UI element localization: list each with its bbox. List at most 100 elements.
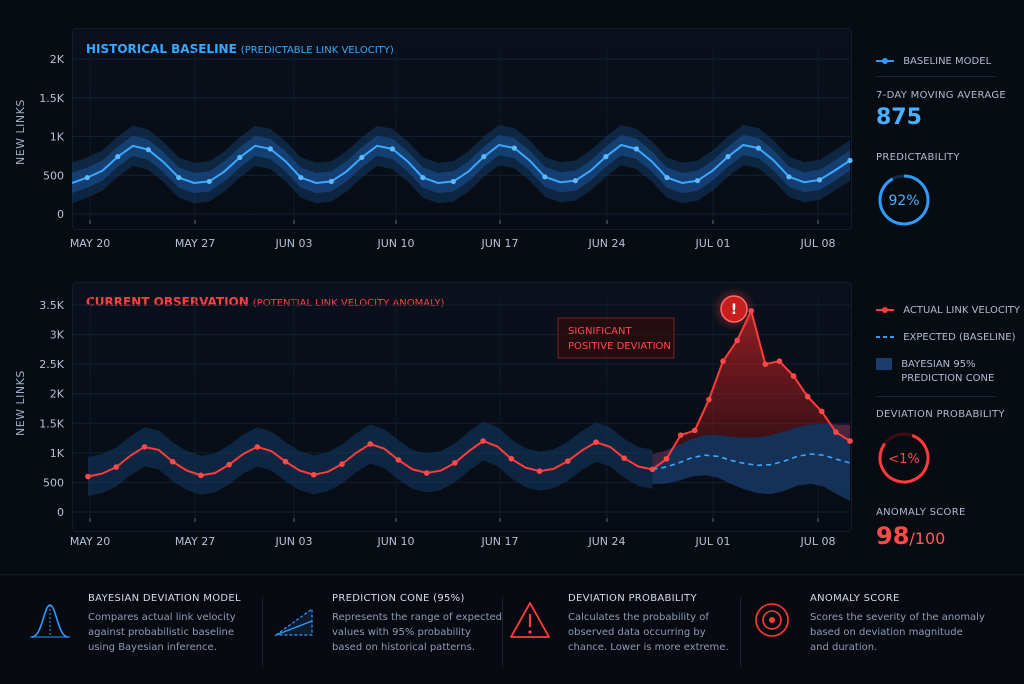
y-tick-label: 0: [57, 208, 64, 221]
y-tick-label: 500: [43, 169, 64, 182]
bottom-chart-title-main: CURRENT OBSERVATION: [86, 295, 249, 309]
y-tick-label: 500: [43, 476, 64, 489]
y-tick-label: 2K: [50, 53, 65, 66]
baseline-point: [389, 146, 395, 152]
baseline-point: [786, 174, 792, 180]
legend-baseline-label: BASELINE MODEL: [903, 56, 992, 67]
top-chart-title: HISTORICAL BASELINE (PREDICTABLE LINK VEL…: [86, 42, 394, 56]
x-tick-label: JUN 17: [480, 237, 518, 250]
top-chart-title-main: HISTORICAL BASELINE: [86, 42, 237, 56]
deviation-probability-block: DEVIATION PROBABILITY: [876, 409, 1005, 420]
anomaly-score-max: /100: [909, 529, 946, 548]
y-tick-label: 1.5K: [39, 417, 64, 430]
deviation-probability-label: DEVIATION PROBABILITY: [876, 409, 1005, 420]
footer-bayesian-title: BAYESIAN DEVIATION MODEL: [88, 593, 241, 604]
x-tick-label: JUN 10: [376, 535, 414, 548]
cone-icon: [274, 607, 313, 636]
moving-average-label: 7-DAY MOVING AVERAGE: [876, 90, 1007, 101]
y-tick-label: 1.5K: [39, 92, 64, 105]
deviation-probability-value: <1%: [888, 452, 920, 467]
deviation-annotation-line2: POSITIVE DEVIATION: [568, 341, 671, 352]
x-tick-label: JUN 03: [274, 535, 312, 548]
current-observation-chart: CURRENT OBSERVATION (POTENTIAL LINK VELOC…: [39, 287, 853, 548]
x-tick-label: MAY 20: [70, 535, 110, 548]
baseline-point: [633, 146, 640, 152]
x-tick-label: JUN 17: [480, 535, 518, 548]
baseline-point: [694, 178, 701, 184]
legend-cone-label-line2: PREDICTION CONE: [901, 373, 995, 384]
baseline-point: [328, 178, 334, 185]
footer-deviation-desc-3: chance. Lower is more extreme.: [568, 642, 729, 653]
predictability-value: 92%: [888, 193, 919, 209]
y-tick-label: 2K: [50, 388, 65, 401]
actual-velocity-point: [776, 358, 783, 364]
baseline-point: [603, 154, 609, 160]
baseline-point: [542, 174, 548, 180]
actual-velocity-point: [649, 466, 656, 473]
actual-velocity-point: [621, 455, 628, 461]
bell-curve-icon: [30, 604, 70, 638]
actual-velocity-point: [395, 457, 402, 463]
actual-velocity-point: [720, 358, 726, 364]
footer-anomaly-title: ANOMALY SCORE: [810, 593, 900, 604]
legend-expected-swatch-icon: [876, 336, 894, 338]
legend-cone-swatch-icon: [876, 358, 892, 370]
predictability-block: PREDICTABILITY: [876, 152, 960, 163]
footer-bayesian-desc-2: against probabilistic baseline: [88, 627, 235, 638]
baseline-point: [725, 154, 731, 160]
footer-bayesian-desc-3: using Bayesian inference.: [88, 642, 217, 653]
actual-velocity-point: [847, 438, 853, 444]
baseline-point: [664, 174, 670, 181]
baseline-point: [511, 145, 517, 151]
actual-velocity-point: [593, 439, 599, 446]
anomaly-deviation-area: [652, 310, 850, 470]
actual-velocity-point: [790, 373, 797, 379]
baseline-point: [298, 174, 304, 181]
actual-velocity-point: [833, 429, 839, 435]
anomaly-score-value: 98: [876, 522, 910, 550]
footer-divider-1: [262, 597, 263, 667]
x-tick-label: JUN 24: [587, 237, 625, 250]
footer-cone-desc-1: Represents the range of expected: [332, 612, 503, 623]
footer-card-deviation: DEVIATION PROBABILITY Calculates the pro…: [510, 593, 798, 655]
baseline-point: [145, 147, 151, 153]
y-tick-label: 0: [57, 506, 64, 519]
footer-cone-desc-2: values with 95% probability: [332, 627, 471, 638]
predictability-gauge: 92%: [878, 174, 930, 226]
top-chart-subtitle: (PREDICTABLE LINK VELOCITY): [241, 45, 394, 56]
baseline-band-inner: [72, 134, 850, 194]
moving-average-value: 875: [876, 105, 922, 130]
footer-card-bayesian: BAYESIAN DEVIATION MODEL Compares actual…: [30, 593, 318, 655]
baseline-point: [237, 154, 243, 161]
deviation-annotation-line1: SIGNIFICANT: [568, 326, 632, 337]
footer-divider-2: [502, 597, 503, 667]
x-tick-label: MAY 20: [70, 237, 110, 250]
actual-velocity-point: [452, 460, 458, 466]
y-tick-label: 3.5K: [39, 299, 64, 312]
expected-baseline-line: [652, 453, 851, 471]
baseline-point: [84, 174, 90, 181]
footer-anomaly-desc-1: Scores the severity of the anomaly: [810, 612, 985, 623]
actual-velocity-point: [734, 337, 740, 344]
actual-velocity-point: [818, 408, 825, 415]
actual-velocity-point: [536, 468, 543, 474]
actual-velocity-point: [198, 472, 204, 479]
actual-velocity-point: [706, 396, 712, 403]
baseline-point: [267, 146, 273, 152]
actual-velocity-point: [310, 471, 317, 478]
observation-baseline-band: [88, 421, 653, 496]
y-tick-label: 1K: [50, 447, 65, 460]
baseline-point: [847, 157, 853, 164]
legend-baseline-model: BASELINE MODEL: [876, 56, 991, 67]
footer-card-anomaly: ANOMALY SCORE Scores the severity of the…: [755, 593, 1010, 655]
actual-velocity-point: [508, 455, 515, 462]
baseline-point: [816, 177, 823, 183]
baseline-point: [359, 154, 365, 161]
bottom-chart-subtitle: (POTENTIAL LINK VELOCITY ANOMALY): [253, 298, 445, 309]
actual-velocity-point: [367, 441, 374, 447]
actual-velocity-point: [113, 464, 120, 470]
footer-bayesian-desc-1: Compares actual link velocity: [88, 612, 236, 623]
footer-deviation-desc-1: Calculates the probability of: [568, 612, 709, 623]
x-tick-label: MAY 27: [175, 535, 215, 548]
moving-average-block: 7-DAY MOVING AVERAGE 875: [876, 90, 1006, 130]
